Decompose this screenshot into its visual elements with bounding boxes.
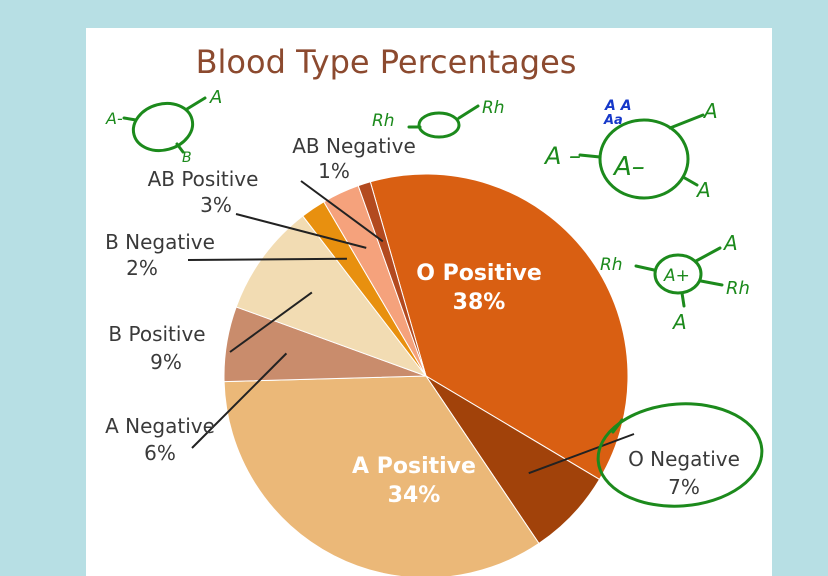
ink-apos-in: A+	[663, 266, 690, 286]
ink-stroke-a2	[175, 142, 185, 154]
ink-aneg-r2: A	[695, 178, 711, 202]
ink-stroke-apos2	[634, 264, 656, 272]
leader-line-b-negative	[187, 257, 347, 261]
leader-line-b-positive	[229, 291, 313, 353]
ink-stroke-oneg	[611, 418, 624, 434]
ink-apos-r1: A	[722, 231, 738, 255]
label-o-negative-value: 7%	[668, 475, 700, 499]
ink-aneg-r1: A	[702, 99, 718, 123]
label-b-negative-value: 2%	[126, 256, 158, 280]
label-o-negative-name: O Negative	[628, 447, 740, 471]
ink-circle-aneg	[598, 118, 690, 200]
pie-chart: Blood Type Percentages AB Negative 1% AB…	[105, 43, 740, 576]
ink-rh1-right: Rh	[482, 98, 505, 118]
leader-line-ab-positive	[235, 213, 367, 249]
pie-slice-b-positive	[235, 215, 428, 378]
chart-card: Blood Type Percentages AB Negative 1% AB…	[86, 28, 772, 576]
leader-lines	[187, 180, 635, 475]
label-b-negative-name: B Negative	[105, 230, 215, 254]
label-ab-negative-name: AB Negative	[292, 134, 416, 158]
ink-circle-oneg	[596, 402, 764, 508]
ink-circle-apos	[653, 253, 703, 295]
ink-rh1-left: Rh	[372, 111, 395, 131]
chart-title: Blood Type Percentages	[196, 43, 577, 81]
ink-aneg-in: A–	[612, 152, 645, 182]
label-o-positive-name: O Positive	[416, 261, 542, 286]
ink-circle-a	[131, 101, 195, 153]
label-b-positive-name: B Positive	[108, 322, 205, 346]
pie-slices	[223, 173, 629, 576]
label-a-negative-value: 6%	[144, 441, 176, 465]
label-ab-positive-name: AB Positive	[148, 167, 259, 191]
ink-stroke-a1	[185, 96, 207, 111]
pie-slice-a-positive	[223, 375, 540, 576]
ink-apos-left: Rh	[600, 255, 623, 275]
label-b-positive-value: 9%	[150, 350, 182, 374]
leader-line-o-negative	[528, 433, 635, 475]
ink-aa-sub: Aa	[603, 113, 623, 128]
ink-a1-b: B	[182, 150, 192, 166]
ink-stroke-aneg3	[681, 175, 699, 187]
ink-aneg-left: A –	[543, 142, 581, 170]
ink-a1-a: A	[209, 87, 222, 108]
ink-stroke-apos1	[694, 246, 722, 263]
label-a-positive-name: A Positive	[352, 454, 476, 479]
ink-apos-bottom: A	[671, 310, 687, 334]
ink-stroke-apos3	[699, 279, 724, 287]
ink-a1-left: A-	[105, 109, 123, 128]
ink-stroke-a3	[122, 116, 138, 122]
ink-stroke-aneg2	[578, 153, 602, 159]
label-ab-positive-value: 3%	[200, 193, 232, 217]
leader-line-a-negative	[191, 352, 288, 449]
pie-slice-ab-negative	[357, 181, 427, 377]
ink-stroke-aneg1	[668, 113, 705, 130]
ink-apos-r2: Rh	[726, 278, 750, 299]
label-a-negative-name: A Negative	[105, 414, 215, 438]
label-ab-negative-value: 1%	[318, 159, 350, 183]
ink-circle-rh	[417, 111, 461, 139]
ink-stroke-apos4	[680, 291, 686, 308]
label-a-positive-value: 34%	[388, 483, 441, 508]
label-o-positive-value: 38%	[453, 290, 506, 315]
ink-aa-top: A A	[604, 98, 632, 114]
leader-line-ab-negative	[300, 180, 384, 243]
ink-stroke-rh1	[457, 104, 480, 120]
